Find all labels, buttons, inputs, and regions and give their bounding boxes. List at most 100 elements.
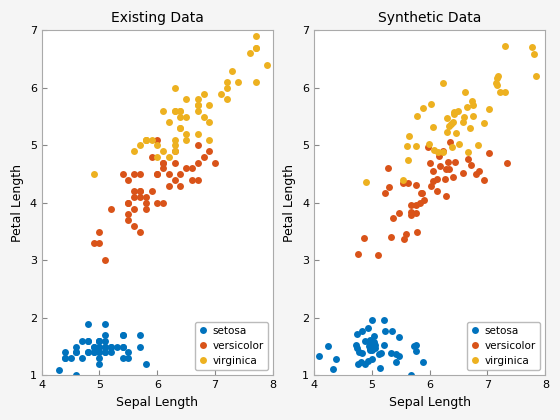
virginica	[531, 52, 538, 57]
setosa	[361, 339, 368, 344]
virginica	[440, 80, 446, 85]
versicolor	[131, 195, 138, 200]
versicolor	[481, 178, 488, 183]
setosa	[85, 350, 91, 355]
virginica	[468, 99, 475, 104]
virginica	[470, 113, 477, 118]
setosa	[388, 350, 395, 355]
setosa	[377, 366, 384, 371]
setosa	[333, 357, 339, 362]
virginica	[160, 149, 166, 154]
versicolor	[148, 189, 155, 194]
setosa	[367, 348, 374, 353]
versicolor	[160, 200, 166, 205]
versicolor	[452, 159, 459, 164]
versicolor	[450, 175, 456, 180]
setosa	[369, 318, 376, 323]
setosa	[73, 344, 80, 349]
versicolor	[125, 177, 132, 182]
setosa	[393, 359, 399, 364]
setosa	[102, 333, 109, 338]
versicolor	[183, 166, 190, 171]
virginica	[217, 91, 224, 96]
versicolor	[119, 172, 126, 177]
Title: Synthetic Data: Synthetic Data	[378, 11, 482, 25]
Y-axis label: Petal Length: Petal Length	[283, 164, 296, 242]
setosa	[96, 350, 103, 355]
virginica	[223, 97, 230, 102]
virginica	[171, 143, 178, 148]
virginica	[362, 179, 369, 184]
setosa	[90, 344, 97, 349]
versicolor	[171, 177, 178, 182]
versicolor	[433, 188, 440, 193]
X-axis label: Sepal Length: Sepal Length	[389, 396, 470, 409]
versicolor	[399, 181, 406, 186]
virginica	[400, 177, 407, 182]
virginica	[440, 150, 446, 155]
versicolor	[446, 167, 452, 172]
versicolor	[194, 177, 201, 182]
versicolor	[413, 229, 420, 234]
versicolor	[177, 183, 184, 188]
virginica	[486, 106, 492, 111]
virginica	[412, 143, 419, 148]
setosa	[389, 328, 395, 333]
virginica	[428, 102, 435, 107]
virginica	[449, 144, 455, 150]
versicolor	[417, 191, 424, 196]
versicolor	[131, 189, 138, 194]
versicolor	[468, 163, 475, 168]
virginica	[459, 119, 466, 124]
virginica	[206, 102, 213, 108]
setosa	[114, 344, 120, 349]
setosa	[367, 341, 374, 346]
setosa	[396, 353, 403, 358]
setosa	[355, 349, 362, 354]
virginica	[413, 113, 420, 118]
versicolor	[444, 159, 451, 164]
virginica	[264, 63, 270, 68]
virginica	[405, 134, 412, 139]
setosa	[90, 350, 97, 355]
virginica	[183, 131, 190, 136]
virginica	[142, 137, 149, 142]
setosa	[395, 335, 402, 340]
versicolor	[413, 203, 419, 208]
virginica	[235, 80, 241, 85]
setosa	[367, 346, 374, 351]
versicolor	[189, 166, 195, 171]
Line: setosa: setosa	[316, 316, 426, 391]
setosa	[412, 342, 419, 347]
Legend: setosa, versicolor, virginica: setosa, versicolor, virginica	[195, 322, 268, 370]
virginica	[194, 102, 201, 108]
virginica	[469, 102, 476, 107]
versicolor	[177, 172, 184, 177]
virginica	[496, 89, 503, 94]
versicolor	[430, 169, 437, 174]
setosa	[55, 367, 62, 372]
setosa	[407, 373, 414, 378]
setosa	[371, 339, 377, 344]
setosa	[108, 344, 114, 349]
versicolor	[131, 172, 138, 177]
setosa	[367, 346, 374, 351]
virginica	[194, 102, 201, 108]
setosa	[62, 350, 68, 355]
versicolor	[429, 178, 436, 184]
virginica	[252, 45, 259, 50]
virginica	[445, 124, 452, 129]
setosa	[329, 385, 336, 390]
versicolor	[400, 236, 407, 241]
virginica	[177, 126, 184, 131]
versicolor	[403, 232, 410, 237]
virginica	[171, 85, 178, 90]
setosa	[96, 350, 103, 355]
setosa	[353, 346, 360, 351]
virginica	[252, 80, 259, 85]
virginica	[444, 116, 450, 121]
setosa	[79, 356, 86, 361]
setosa	[73, 350, 80, 355]
versicolor	[382, 191, 389, 196]
versicolor	[465, 156, 472, 161]
